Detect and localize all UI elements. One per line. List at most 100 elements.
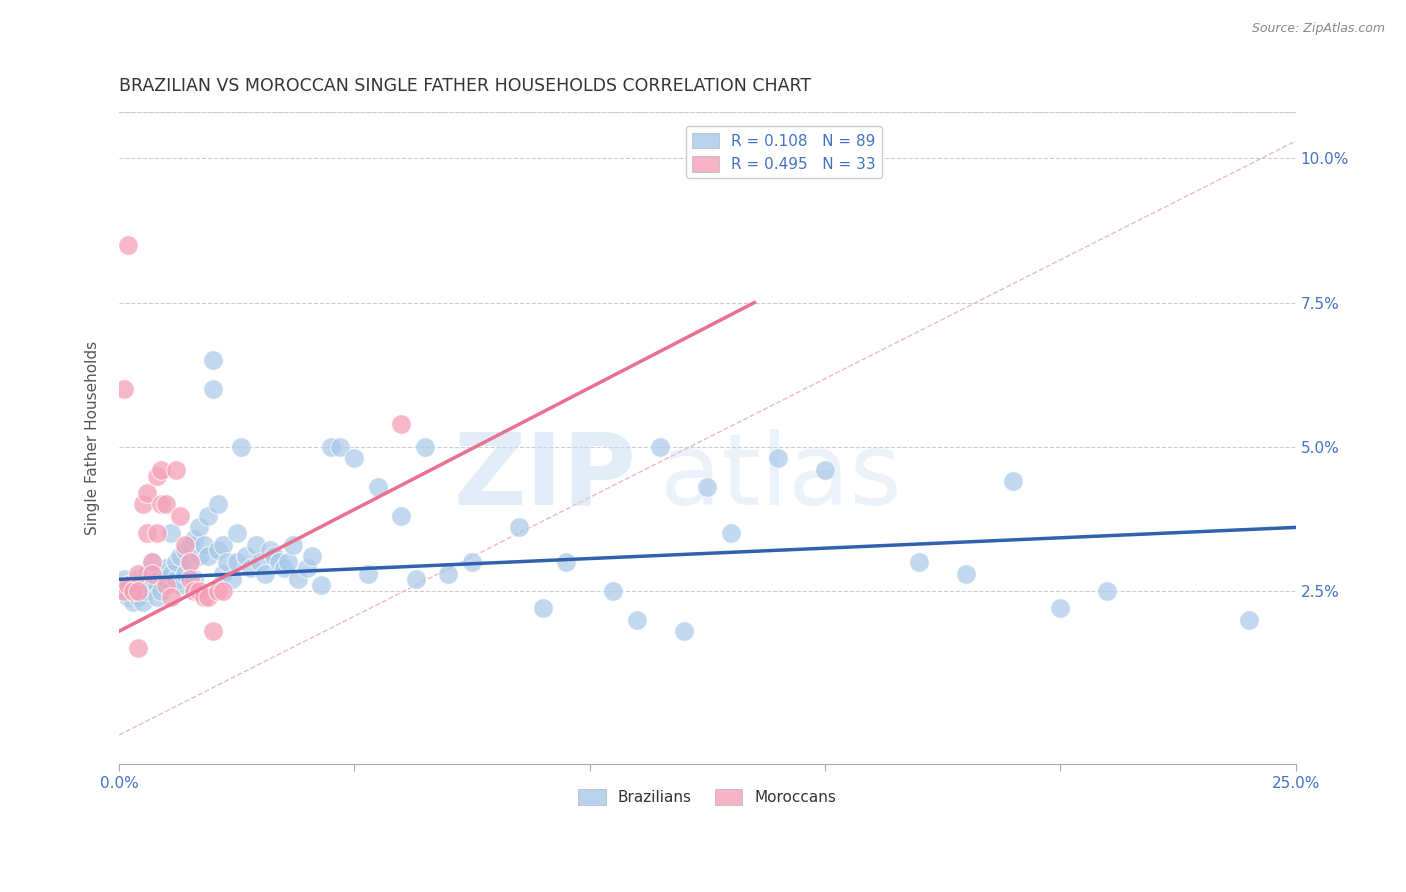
Point (145, 468, 167, 483)
Point (127, 641, 149, 656)
Point (277, 555, 299, 569)
Point (127, 583, 149, 598)
Point (437, 566, 460, 581)
Point (174, 566, 197, 581)
Point (202, 353, 225, 368)
Point (136, 566, 159, 581)
Point (197, 549, 219, 564)
Point (141, 555, 163, 569)
Point (249, 555, 271, 569)
Point (122, 583, 145, 598)
Point (766, 451, 789, 466)
Point (672, 624, 695, 639)
Point (127, 590, 149, 604)
Point (235, 549, 257, 564)
Point (159, 590, 181, 604)
Point (174, 543, 197, 558)
Point (267, 555, 290, 569)
Point (413, 440, 436, 454)
Point (136, 583, 159, 598)
Point (141, 572, 163, 586)
Point (720, 526, 742, 541)
Point (169, 578, 191, 592)
Point (145, 578, 167, 592)
Point (183, 572, 205, 586)
Point (221, 572, 243, 586)
Point (150, 583, 173, 598)
Point (908, 555, 931, 569)
Point (131, 578, 153, 592)
Point (225, 555, 247, 569)
Point (461, 555, 484, 569)
Point (211, 566, 233, 581)
Point (159, 566, 181, 581)
Point (183, 583, 205, 598)
Point (211, 583, 233, 598)
Point (122, 595, 145, 609)
Point (117, 578, 139, 592)
Point (207, 497, 229, 511)
Point (626, 613, 648, 627)
Text: atlas: atlas (661, 429, 901, 525)
Text: Source: ZipAtlas.com: Source: ZipAtlas.com (1251, 22, 1385, 36)
Point (117, 238, 139, 252)
Point (112, 572, 135, 586)
Point (696, 480, 718, 494)
Point (155, 497, 177, 511)
Point (357, 566, 380, 581)
Y-axis label: Single Father Households: Single Father Households (86, 341, 100, 535)
Point (1049, 601, 1071, 615)
Point (145, 590, 167, 604)
Point (650, 440, 672, 454)
Point (391, 508, 413, 523)
Point (405, 572, 427, 586)
Text: ZIP: ZIP (454, 429, 637, 525)
Point (531, 601, 554, 615)
Point (1097, 583, 1119, 598)
Point (259, 543, 281, 558)
Point (301, 549, 323, 564)
Point (179, 572, 201, 586)
Point (159, 526, 181, 541)
Point (127, 572, 149, 586)
Point (1237, 613, 1260, 627)
Point (602, 583, 624, 598)
Point (231, 440, 253, 454)
Point (112, 382, 135, 396)
Point (343, 451, 366, 466)
Point (263, 549, 285, 564)
Point (145, 526, 167, 541)
Point (207, 543, 229, 558)
Point (319, 440, 342, 454)
Point (150, 463, 173, 477)
Point (179, 555, 201, 569)
Point (183, 532, 205, 546)
Point (165, 463, 187, 477)
Point (207, 583, 229, 598)
Point (1002, 475, 1025, 489)
Point (273, 561, 295, 575)
Point (197, 508, 219, 523)
Point (169, 549, 191, 564)
Point (150, 497, 173, 511)
Point (391, 417, 413, 431)
Point (197, 590, 219, 604)
Point (188, 549, 211, 564)
Point (131, 595, 153, 609)
Point (112, 583, 135, 598)
Point (188, 520, 211, 534)
Point (202, 382, 225, 396)
Point (165, 555, 187, 569)
Point (188, 583, 211, 598)
Point (136, 526, 159, 541)
Legend: Brazilians, Moroccans: Brazilians, Moroccans (572, 783, 842, 812)
Point (814, 463, 837, 477)
Point (174, 538, 197, 552)
Point (179, 538, 201, 552)
Point (165, 572, 187, 586)
Point (225, 526, 247, 541)
Point (245, 538, 267, 552)
Point (555, 555, 578, 569)
Point (131, 497, 153, 511)
Point (297, 561, 319, 575)
